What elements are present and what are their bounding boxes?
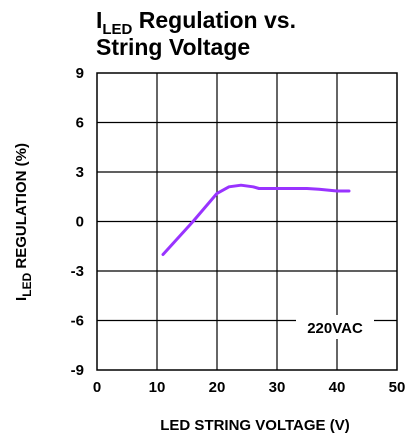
chart-title-line1: ILED Regulation vs.: [96, 7, 296, 38]
y-tick--3: -3: [71, 263, 84, 280]
x-tick-labels: 0 10 20 30 40 50: [93, 379, 406, 396]
x-tick-30: 30: [269, 379, 286, 396]
x-tick-40: 40: [329, 379, 346, 396]
y-tick--9: -9: [71, 362, 84, 379]
ylabel-subscript: LED: [20, 272, 34, 296]
x-tick-0: 0: [93, 379, 101, 396]
y-tick-0: 0: [76, 214, 84, 231]
x-tick-50: 50: [389, 379, 406, 396]
x-tick-20: 20: [209, 379, 226, 396]
ylabel-rest: REGULATION (%): [13, 143, 30, 273]
horizontal-gridlines: [97, 121, 397, 322]
series-line: [161, 183, 351, 256]
x-tick-10: 10: [149, 379, 166, 396]
annotation-box: [296, 315, 374, 339]
annotation-label: 220VAC: [307, 320, 363, 337]
x-axis-label: LED STRING VOLTAGE (V): [160, 417, 349, 434]
y-tick-3: 3: [76, 164, 84, 181]
y-axis-label: ILED REGULATION (%): [13, 143, 34, 301]
y-tick-9: 9: [76, 65, 84, 82]
y-tick-6: 6: [76, 115, 84, 132]
y-tick--6: -6: [71, 313, 84, 330]
title-subscript: LED: [102, 21, 132, 38]
title-line1-rest: Regulation vs.: [132, 7, 296, 33]
ylabel-prefix: I: [13, 297, 30, 301]
y-tick-labels: 9 6 3 0 -3 -6 -9: [71, 65, 84, 379]
chart-title-line2: String Voltage: [96, 34, 250, 60]
title-prefix: I: [96, 7, 102, 33]
